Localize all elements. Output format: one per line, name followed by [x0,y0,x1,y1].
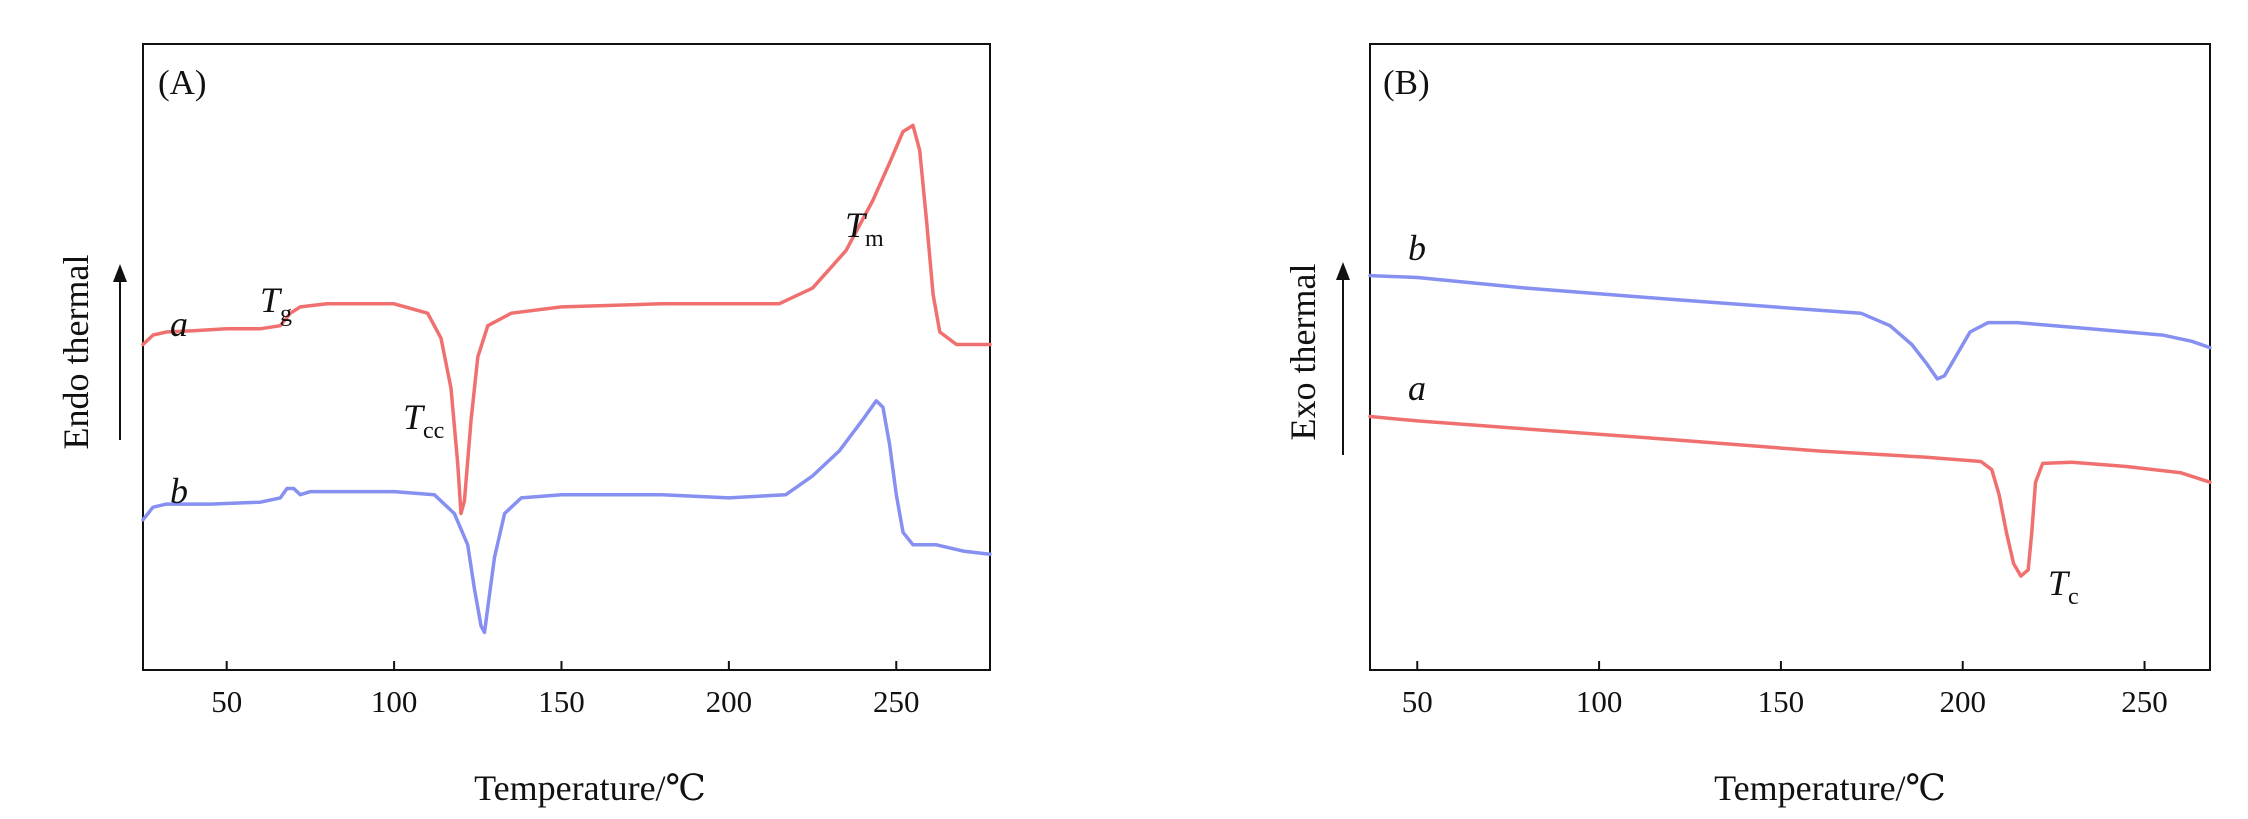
panel-a-curve-label-a: a [170,304,188,344]
panel-a-x-tick-label: 200 [706,684,753,719]
panel-a-frame [142,43,991,671]
panel-b-x-tick-label: 100 [1576,684,1623,719]
panel-b-x-tick-label: 150 [1758,684,1805,719]
panel-b-y-axis-label: Exo thermal [1283,264,1323,441]
panel-a-label: (A) [158,63,207,102]
panel-b-x-axis-label: Temperature/℃ [1714,768,1946,808]
annotation-tm: Tm [845,205,884,252]
panel-b-x-tick-label: 200 [1939,684,1986,719]
panel-b-y-arrow-head [1336,262,1350,280]
annotation-tcc: Tcc [403,397,444,444]
panel-b-frame [1369,43,2211,671]
panel-b-x-tick-label: 50 [1402,684,1433,719]
panel-a-curve-label-b: b [170,471,188,511]
panel-a-x-tick-label: 250 [873,684,920,719]
panel-a-y-axis-label: Endo thermal [56,255,96,450]
panel-b-series-b-line [1368,273,2212,381]
panel-a-x-ticks: 50 100 150 200 250 [211,661,920,719]
panel-a-series [141,123,992,635]
panel-b-x-tick-label: 250 [2121,684,2168,719]
panel-a-x-tick-label: 150 [538,684,585,719]
panel-b-x-ticks: 50 100 150 200 250 [1402,661,2168,719]
panel-a-x-axis-label: Temperature/℃ [474,768,706,808]
panel-a-y-arrow-head [113,264,127,282]
panel-b-curve-label-a: a [1408,368,1426,408]
panel-a-x-tick-label: 100 [371,684,418,719]
annotation-tg: Tg [260,280,292,327]
panel-a-series-b-line [141,399,992,635]
panel-b-series-a-line [1368,414,2212,578]
annotation-tc: Tc [2048,563,2079,610]
panel-a-x-tick-label: 50 [211,684,242,719]
panel-b: (B) 50 100 150 200 250 Temperature/℃ Exo the… [1283,43,2212,808]
panel-b-curve-label-b: b [1408,228,1426,268]
panel-b-series [1368,273,2212,578]
panel-a: (A) 50 100 150 200 250 Temperature/℃ Endo th… [56,43,992,808]
panel-a-series-a-line [141,123,992,516]
panel-b-label: (B) [1383,63,1430,102]
